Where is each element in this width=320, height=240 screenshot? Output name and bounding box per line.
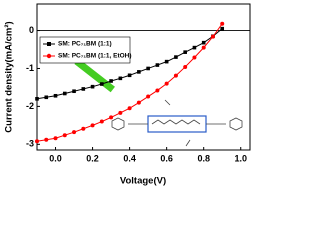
legend-marker (46, 53, 52, 59)
core-box (147, 115, 207, 133)
molecule-bonds (111, 99, 243, 147)
data-point (192, 55, 197, 60)
legend-label: SM: PC₇₁BM (1:1) (58, 41, 112, 48)
legend-label: SM: PC₇₁BM (1:1, EtOH) (58, 53, 132, 60)
data-point (201, 40, 206, 45)
x-tick-label: 0.0 (49, 153, 62, 163)
data-point (109, 115, 114, 120)
legend-marker (47, 42, 51, 46)
data-point (35, 97, 39, 101)
x-axis-label: Voltage(V) (120, 176, 166, 187)
data-point (201, 45, 206, 50)
data-point (220, 26, 225, 31)
annotation-arrow (74, 58, 115, 93)
data-point (81, 87, 86, 91)
y-tick-label: -2 (26, 101, 34, 111)
data-point (183, 50, 187, 54)
data-point (100, 82, 104, 86)
data-point (136, 100, 141, 105)
data-point (118, 76, 123, 81)
data-point (44, 95, 49, 100)
data-point (44, 137, 49, 142)
data-point (53, 93, 58, 98)
y-axis-label: Current density(mA/cm²) (4, 21, 15, 132)
y-tick-label: -1 (26, 63, 34, 73)
chart: Current density(mA/cm²) Voltage(V) 0.0 0.… (4, 3, 251, 187)
data-point (90, 123, 95, 128)
data-point (183, 64, 188, 69)
data-point (164, 59, 169, 64)
data-point (155, 88, 160, 93)
data-point (99, 119, 104, 124)
x-tick-label: 0.2 (86, 153, 99, 163)
data-point (127, 106, 132, 111)
data-point (62, 91, 67, 96)
data-point (146, 66, 150, 71)
data-point (192, 45, 197, 50)
data-point (118, 110, 123, 115)
data-point (72, 89, 76, 94)
data-point (220, 21, 225, 26)
data-point (35, 139, 39, 144)
data-point (174, 55, 178, 59)
x-tick-label: 0.6 (160, 153, 173, 163)
data-point (137, 70, 141, 74)
molecule-illustration (111, 99, 243, 147)
y-tick-label: -3 (26, 139, 34, 149)
data-point (62, 133, 67, 138)
data-point (109, 79, 113, 83)
data-point (164, 81, 169, 86)
plot-frame (36, 3, 251, 151)
x-tick-label: 1.0 (234, 153, 247, 163)
data-point (53, 136, 58, 141)
data-point (127, 73, 132, 78)
data-point (155, 63, 160, 67)
data-point (72, 130, 77, 135)
data-point (210, 34, 215, 39)
x-tick-label: 0.4 (123, 153, 136, 163)
y-tick-label: 0 (29, 25, 34, 35)
legend-box (39, 36, 131, 64)
x-tick-label: 0.8 (197, 153, 210, 163)
data-point (173, 73, 178, 78)
data-point (90, 84, 95, 89)
data-point (146, 94, 151, 99)
data-point (81, 126, 86, 131)
